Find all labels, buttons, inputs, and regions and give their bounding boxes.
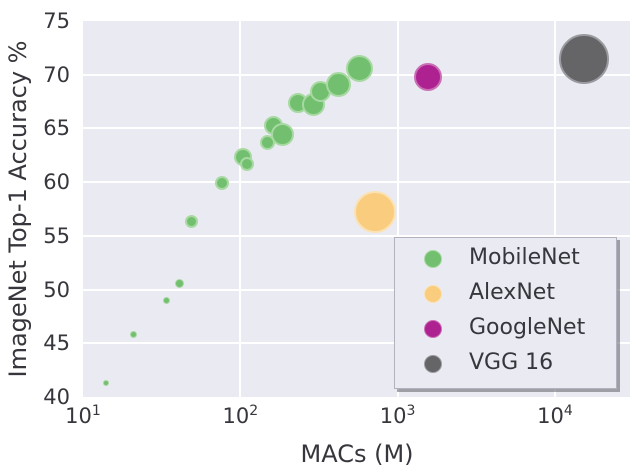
x-gridline: [239, 21, 242, 397]
data-point-mobilenet: [325, 71, 351, 97]
legend: MobileNet AlexNet GoogleNet VGG 16: [394, 237, 617, 389]
data-point-mobilenet: [163, 296, 171, 304]
legend-swatch-alexnet: [424, 285, 442, 303]
x-axis-label: MACs (M): [300, 440, 414, 468]
y-gridline: [83, 127, 630, 130]
data-point-mobilenet: [174, 278, 184, 288]
data-point-mobilenet: [130, 331, 138, 339]
legend-label-vgg-16: VGG 16: [469, 350, 554, 375]
y-gridline: [83, 288, 630, 291]
y-gridline: [83, 234, 630, 237]
legend-swatch-mobilenet: [424, 250, 442, 268]
data-point-mobilenet: [215, 176, 230, 191]
legend-label-googlenet: GoogleNet: [469, 315, 586, 340]
y-gridline: [83, 181, 630, 184]
y-tick-label: 40: [43, 385, 70, 409]
data-point-mobilenet: [185, 215, 199, 229]
y-tick-label: 65: [43, 116, 70, 141]
x-gridline: [396, 21, 399, 397]
y-tick-label: 55: [43, 223, 70, 248]
x-tick-label: 102: [222, 403, 259, 428]
legend-swatch-googlenet: [424, 320, 442, 338]
data-point-mobilenet: [239, 156, 254, 171]
y-tick-label: 75: [43, 9, 70, 33]
data-point-mobilenet: [102, 380, 109, 387]
legend-label-alexnet: AlexNet: [469, 280, 555, 305]
data-point-mobilenet: [271, 123, 295, 147]
data-point-googlenet: [413, 62, 442, 91]
legend-swatch-vgg-16: [424, 355, 442, 373]
y-gridline: [83, 342, 630, 345]
x-tick-label: 104: [537, 403, 573, 428]
y-tick-label: 60: [43, 170, 70, 195]
legend-label-mobilenet: MobileNet: [469, 245, 580, 270]
y-tick-label: 50: [43, 277, 70, 302]
x-tick-label: 101: [65, 403, 101, 428]
x-gridline: [553, 21, 556, 397]
data-point-vgg-16: [558, 33, 609, 84]
y-tick-label: 45: [43, 331, 70, 356]
x-tick-label: 103: [379, 403, 416, 428]
y-tick-label: 70: [43, 62, 70, 87]
data-point-mobilenet: [345, 54, 373, 82]
data-point-alexnet: [354, 191, 397, 234]
